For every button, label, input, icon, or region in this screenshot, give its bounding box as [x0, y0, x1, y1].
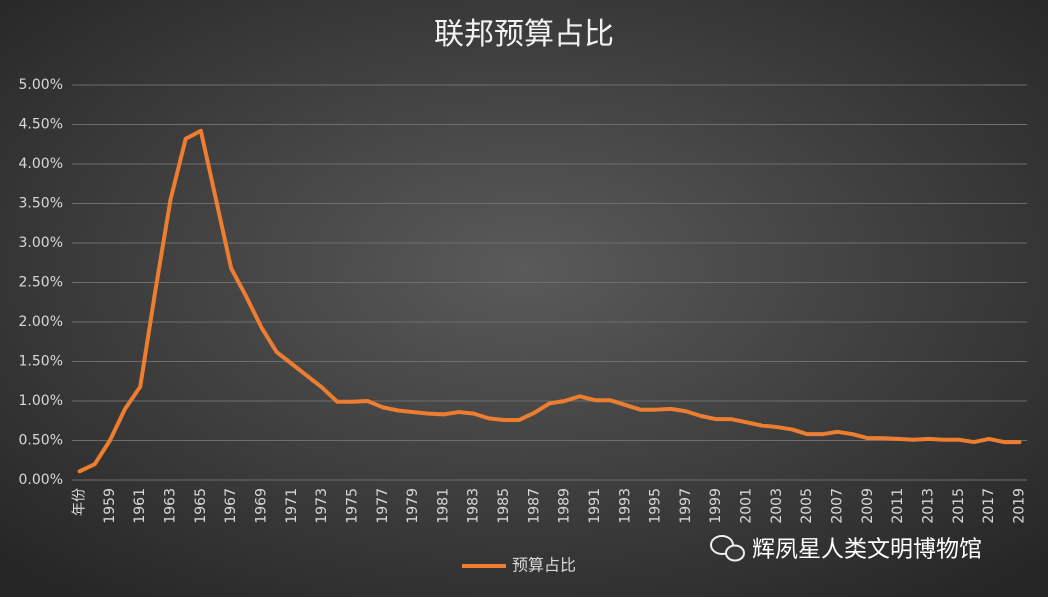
x-tick-label: 2003 — [769, 488, 785, 524]
y-tick-label: 0.00% — [19, 472, 63, 488]
x-tick-label: 1977 — [375, 488, 391, 524]
y-tick-label: 4.50% — [19, 117, 63, 133]
x-tick-label: 1969 — [253, 488, 269, 524]
x-tick-label: 2017 — [981, 488, 997, 524]
x-tick-label: 2015 — [951, 488, 967, 524]
x-tick-label: 1963 — [163, 488, 179, 524]
x-tick-label: 2011 — [890, 488, 906, 524]
watermark: 辉夙星人类文明博物馆 — [752, 537, 982, 563]
x-tick-label: 1981 — [435, 488, 451, 524]
wechat-icon — [710, 535, 745, 562]
x-tick-label: 1999 — [708, 488, 724, 524]
x-tick-label: 1979 — [405, 488, 421, 524]
y-tick-label: 1.50% — [19, 354, 63, 370]
line — [77, 128, 1022, 474]
y-tick-label: 3.50% — [19, 196, 63, 212]
y-tick-label: 2.00% — [19, 314, 63, 330]
x-tick-label: 1995 — [648, 488, 664, 524]
x-tick-label: 1983 — [466, 488, 482, 524]
y-tick-label: 3.00% — [19, 235, 63, 251]
x-tick-label: 1975 — [344, 488, 360, 524]
x-tick-label: 1997 — [678, 488, 694, 524]
y-tick-label: 1.00% — [19, 393, 63, 409]
chart-title: 联邦预算占比 — [434, 17, 614, 52]
x-tick-label: 1965 — [193, 488, 209, 524]
x-tick-label: 2005 — [799, 488, 815, 524]
x-tick-label: 1985 — [496, 488, 512, 524]
x-tick-label: 1991 — [587, 488, 603, 524]
x-tick-label: 2013 — [920, 488, 936, 524]
x-tick-label: 年份 — [72, 488, 88, 516]
x-tick-label: 2009 — [860, 488, 876, 524]
x-tick-label: 1971 — [284, 488, 300, 524]
y-tick-label: 0.50% — [19, 433, 63, 449]
x-tick-label: 1993 — [617, 488, 633, 524]
x-tick-label: 2007 — [830, 488, 846, 524]
x-tick-label: 1961 — [132, 488, 148, 524]
x-tick-label: 1959 — [102, 488, 118, 524]
legend-label: 预算占比 — [512, 556, 576, 575]
x-tick-label: 1973 — [314, 488, 330, 524]
y-tick-label: 5.00% — [19, 77, 63, 93]
x-tick-label: 1967 — [223, 488, 239, 524]
x-tick-label: 1987 — [526, 488, 542, 524]
y-tick-label: 4.00% — [19, 156, 63, 172]
x-tick-label: 2001 — [739, 488, 755, 524]
x-tick-label: 2019 — [1011, 488, 1027, 524]
y-tick-label: 2.50% — [19, 275, 63, 291]
x-tick-label: 1989 — [557, 488, 573, 524]
